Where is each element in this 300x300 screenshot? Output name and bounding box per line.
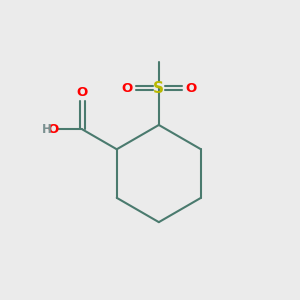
Text: O: O — [77, 86, 88, 99]
Text: O: O — [121, 82, 132, 95]
Text: H: H — [42, 123, 52, 136]
Text: O: O — [47, 123, 59, 136]
Text: S: S — [153, 81, 164, 96]
Text: O: O — [185, 82, 197, 95]
